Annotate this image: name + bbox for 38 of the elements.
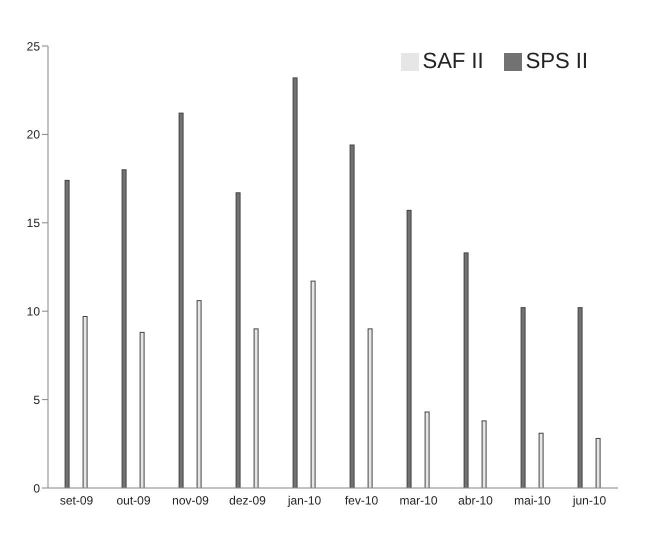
y-tick-label: 25 <box>26 39 40 54</box>
bar <box>196 300 202 488</box>
x-tick-label: out-09 <box>116 494 151 508</box>
bar <box>122 169 127 488</box>
bar <box>424 411 430 488</box>
x-tick-label: set-09 <box>60 494 94 508</box>
bar <box>482 420 487 488</box>
x-tick-label: dez-09 <box>229 494 266 508</box>
x-tick-label: abr-10 <box>458 494 494 508</box>
bar <box>140 332 145 488</box>
bar <box>350 144 355 488</box>
y-tick-label: 15 <box>26 216 40 230</box>
x-tick-label: mai-10 <box>514 494 552 508</box>
bar <box>578 307 583 488</box>
bar <box>520 307 526 488</box>
y-tick-label: 10 <box>26 304 40 318</box>
bar <box>464 252 469 488</box>
bar <box>82 316 88 488</box>
x-tick-label: jan-10 <box>286 494 322 508</box>
y-tick-label: 5 <box>33 392 40 407</box>
bar <box>596 438 601 488</box>
x-tick-label: mar-10 <box>399 494 438 508</box>
legend-label: SPS II <box>526 48 588 73</box>
y-tick-label: 20 <box>26 128 40 142</box>
legend-label: SAF II <box>422 48 484 73</box>
bar <box>538 432 544 488</box>
bar <box>178 112 184 488</box>
bar <box>64 180 70 488</box>
y-tick-label: 0 <box>33 481 40 496</box>
bar <box>368 328 373 488</box>
bar <box>292 77 298 488</box>
x-tick-label: fev-10 <box>344 494 378 508</box>
bar <box>310 280 316 488</box>
bar <box>236 192 241 488</box>
bar <box>254 328 259 488</box>
bar <box>406 210 412 488</box>
x-tick-label: jun-10 <box>572 494 607 508</box>
x-tick-label: nov-09 <box>172 494 210 508</box>
